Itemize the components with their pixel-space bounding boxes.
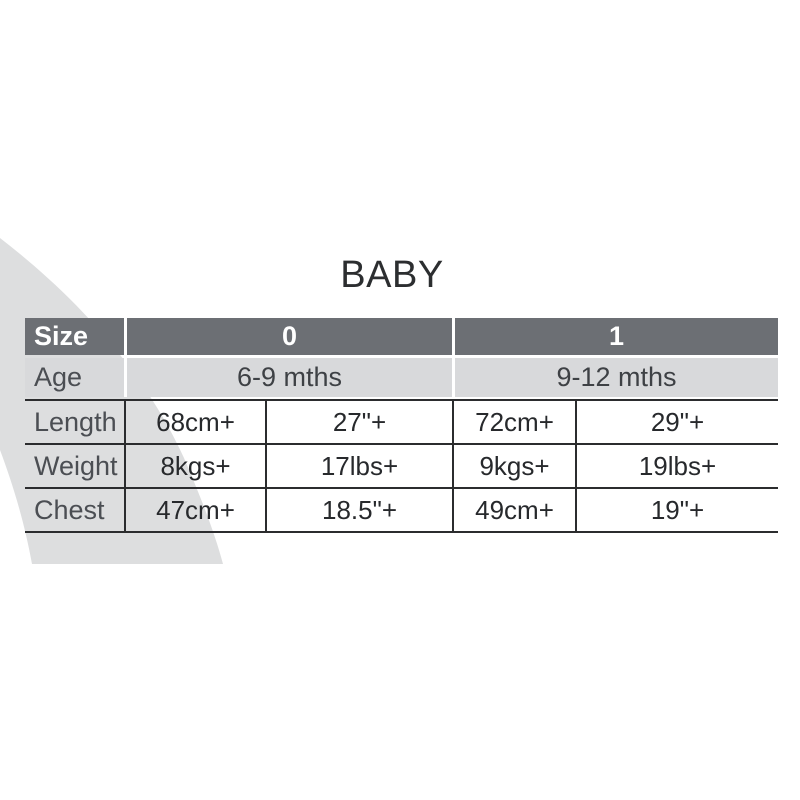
- size-table: Size 0 1 Age 6-9 mths 9-12 mths Length 6…: [25, 318, 778, 533]
- header-size-1: 1: [455, 318, 778, 355]
- chest-size0-inches: 18.5"+: [265, 489, 452, 531]
- chart-title: BABY: [340, 254, 444, 296]
- measurements-section: Length 68cm+ 27"+ 72cm+ 29"+ Weight 8kgs…: [25, 399, 778, 533]
- age-row-label: Age: [25, 358, 124, 397]
- length-size1-inches: 29"+: [575, 401, 778, 443]
- weight-size1-kgs: 9kgs+: [452, 445, 575, 487]
- column-gap: [124, 318, 127, 355]
- row-label-chest: Chest: [34, 494, 105, 525]
- age-value-size-1: 9-12 mths: [455, 358, 778, 397]
- header-size-0: 0: [127, 318, 452, 355]
- column-gap: [452, 318, 455, 355]
- chest-size0-cm: 47cm+: [124, 489, 265, 531]
- table-row-chest: Chest 47cm+ 18.5"+ 49cm+ 19"+: [25, 489, 778, 533]
- column-gap: [452, 358, 455, 397]
- table-header-row: Size 0 1: [25, 318, 778, 355]
- age-value-size-0: 6-9 mths: [127, 358, 452, 397]
- chest-size1-inches: 19"+: [575, 489, 778, 531]
- column-gap: [124, 358, 127, 397]
- weight-size0-lbs: 17lbs+: [265, 445, 452, 487]
- row-label-length: Length: [34, 406, 117, 437]
- length-size0-inches: 27"+: [265, 401, 452, 443]
- header-size-label: Size: [25, 318, 124, 355]
- row-label-weight: Weight: [34, 450, 118, 481]
- length-size1-cm: 72cm+: [452, 401, 575, 443]
- table-row-weight: Weight 8kgs+ 17lbs+ 9kgs+ 19lbs+: [25, 445, 778, 489]
- chest-size1-cm: 49cm+: [452, 489, 575, 531]
- length-size0-cm: 68cm+: [124, 401, 265, 443]
- table-row-length: Length 68cm+ 27"+ 72cm+ 29"+: [25, 401, 778, 445]
- weight-size1-lbs: 19lbs+: [575, 445, 778, 487]
- age-row: Age 6-9 mths 9-12 mths: [25, 358, 778, 397]
- weight-size0-kgs: 8kgs+: [124, 445, 265, 487]
